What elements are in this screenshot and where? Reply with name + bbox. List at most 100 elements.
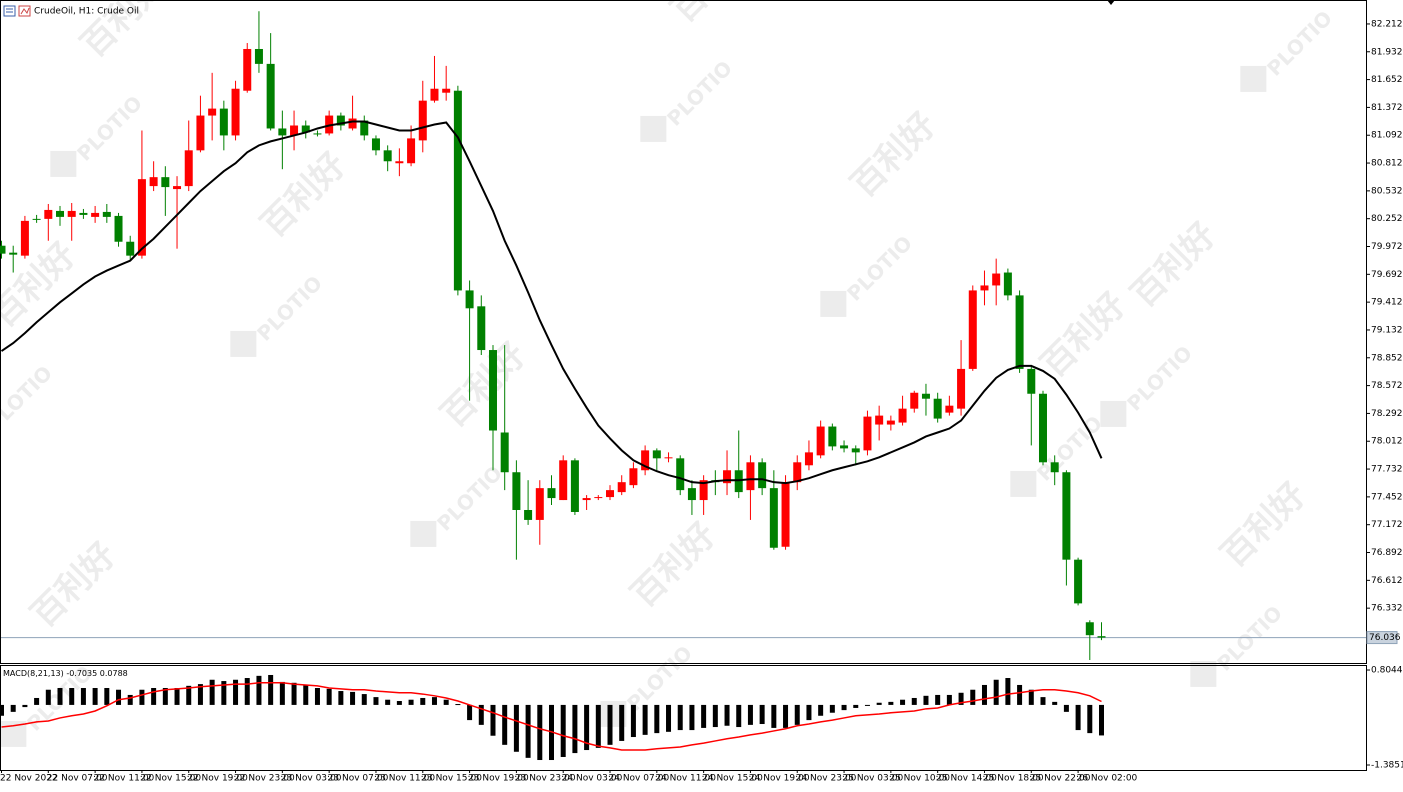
- candle-body: [968, 290, 977, 369]
- macd-bar: [630, 704, 636, 738]
- macd-bar: [467, 704, 473, 721]
- main-pane-frame: [0, 0, 1367, 664]
- candle-body: [816, 426, 825, 456]
- x-tick-label: 22 Nov 19:00: [187, 774, 248, 784]
- x-tick-label: 23 Nov 11:00: [374, 774, 435, 784]
- macd-bar: [80, 687, 86, 705]
- candle-body: [851, 448, 860, 453]
- x-tick-label: 23 Nov 15:00: [421, 774, 482, 784]
- shift-marker: [1107, 0, 1115, 5]
- macd-bar: [45, 689, 51, 705]
- macd-bar: [209, 679, 215, 705]
- y-tick-label: 81.372: [1371, 103, 1403, 113]
- y-tick-label: 80.812: [1371, 159, 1403, 169]
- candle-body: [1015, 295, 1024, 369]
- candle-body: [582, 498, 591, 501]
- candle-body: [524, 509, 533, 520]
- macd-bar: [911, 697, 917, 705]
- y-tick-label: 81.092: [1371, 131, 1403, 141]
- candle-body: [676, 458, 685, 491]
- candle-body: [149, 177, 158, 187]
- candle-body: [161, 177, 170, 188]
- macd-bar: [186, 685, 192, 705]
- candle-body: [56, 210, 65, 217]
- candle-body: [114, 215, 123, 242]
- x-tick-label: 23 Nov 03:00: [281, 774, 342, 784]
- x-tick-label: 25 Nov 10:00: [889, 774, 950, 784]
- candle-body: [921, 393, 930, 399]
- candle-body: [781, 482, 790, 547]
- macd-bar: [151, 687, 157, 705]
- macd-bar: [806, 704, 812, 721]
- macd-bar: [537, 704, 543, 761]
- macd-bar: [595, 704, 601, 748]
- candle-body: [1003, 272, 1012, 296]
- y-tick-label: 78.012: [1371, 437, 1403, 447]
- macd-label-part: 0.0788: [100, 669, 128, 678]
- macd-bar: [946, 694, 952, 705]
- macd-bar: [34, 697, 40, 705]
- macd-bar: [314, 687, 320, 705]
- macd-bar: [689, 704, 695, 731]
- candle-body: [617, 482, 626, 493]
- macd-label-part: -0.7035: [66, 669, 97, 678]
- x-tick-label: 24 Nov 07:00: [609, 774, 670, 784]
- macd-bar: [1017, 684, 1023, 705]
- candle-body: [383, 150, 392, 162]
- watermark-logo: [820, 290, 847, 317]
- icon-list: [3, 5, 16, 17]
- candle-body: [219, 108, 228, 136]
- candle-body: [933, 398, 942, 419]
- macd-bar: [478, 704, 484, 725]
- macd-bar: [57, 687, 63, 705]
- candle-body: [442, 88, 451, 93]
- candle-body: [430, 88, 439, 101]
- candle-body: [91, 212, 100, 217]
- x-tick-label: 25 Nov 18:00: [983, 774, 1044, 784]
- macd-bar: [1040, 697, 1046, 705]
- current-price-label: 76.036: [1369, 633, 1401, 643]
- candle-body: [184, 150, 193, 187]
- candle-body: [980, 285, 989, 291]
- candle-body: [629, 468, 638, 486]
- x-tick-label: 25 Nov 14:00: [936, 774, 997, 784]
- candle-body: [79, 212, 88, 215]
- candle-body: [687, 488, 696, 501]
- macd-bar: [1063, 704, 1069, 712]
- y-tick-label: 76.612: [1371, 576, 1403, 586]
- candle-body: [1085, 622, 1094, 636]
- candle-body: [1038, 393, 1047, 463]
- candle-body: [606, 490, 615, 498]
- candle-body: [875, 415, 884, 425]
- candle-body: [594, 497, 603, 499]
- candle-body: [44, 209, 53, 219]
- macd-bar: [69, 687, 75, 705]
- x-tick-label: 25 Nov 22:00: [1030, 774, 1091, 784]
- macd-bar: [373, 697, 379, 705]
- x-tick-label: 26 Nov 02:00: [1077, 774, 1138, 784]
- y-tick-label: 79.412: [1371, 298, 1403, 308]
- candle-body: [945, 405, 954, 413]
- macd-bar: [607, 704, 613, 745]
- candle-body: [898, 408, 907, 423]
- candle-body: [477, 306, 486, 351]
- candle-body: [102, 211, 111, 217]
- candle-body: [67, 210, 76, 217]
- candle-body: [992, 273, 1001, 286]
- candle-body: [863, 416, 872, 451]
- macd-bar: [712, 704, 718, 728]
- macd-bar: [677, 704, 683, 731]
- x-tick-label: 22 Nov 23:00: [234, 774, 295, 784]
- current-price-box: [1366, 631, 1398, 645]
- watermark-logo: [1240, 65, 1267, 92]
- candle-body: [547, 488, 556, 499]
- candle-body: [418, 100, 427, 141]
- candle-body: [500, 432, 509, 473]
- macd-bar: [420, 697, 426, 705]
- candle-body: [512, 472, 521, 510]
- candle-body: [570, 460, 579, 512]
- candle-body: [769, 488, 778, 548]
- candle-body: [488, 350, 497, 431]
- y-tick-label: 79.972: [1371, 242, 1403, 252]
